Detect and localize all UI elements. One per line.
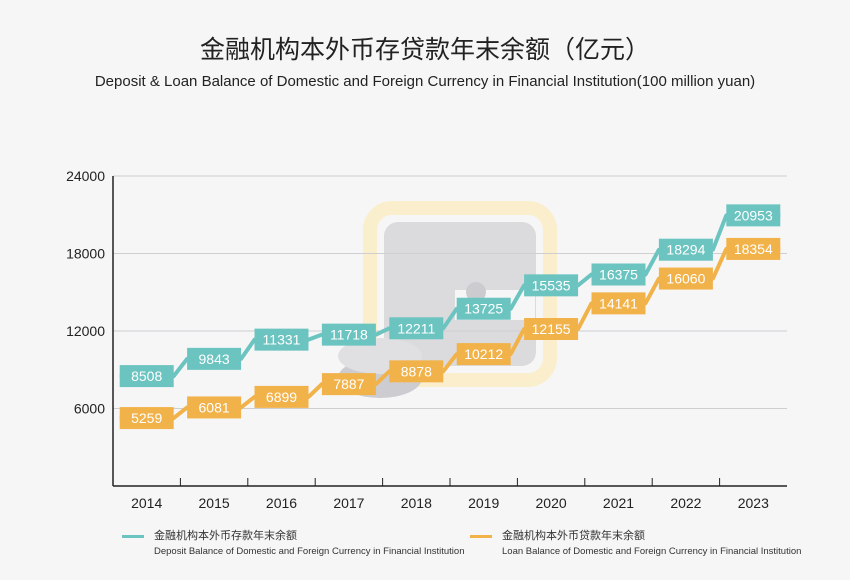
data-box-deposit — [524, 274, 579, 297]
data-label-deposit: 13725 — [464, 301, 503, 317]
x-tick-label: 2020 — [536, 495, 567, 511]
data-box-loan — [119, 407, 174, 430]
x-tick-label: 2023 — [738, 495, 769, 511]
x-tick-label: 2017 — [333, 495, 364, 511]
data-box-loan — [254, 385, 309, 408]
data-box-loan — [389, 360, 444, 383]
data-label-loan: 7887 — [333, 376, 364, 392]
legend-label-deposit-zh: 金融机构本外币存款年末余额 — [154, 529, 297, 542]
data-label-deposit: 8508 — [131, 368, 162, 384]
data-label-deposit: 20953 — [734, 207, 773, 223]
data-label-loan: 8878 — [401, 363, 432, 379]
data-box-loan — [187, 396, 242, 419]
data-box-deposit — [321, 323, 376, 346]
data-label-loan: 5259 — [131, 410, 162, 426]
data-label-deposit: 12211 — [397, 320, 435, 336]
series-line-loan — [119, 246, 781, 421]
y-tick-label: 6000 — [74, 401, 105, 417]
data-box-deposit — [658, 238, 713, 261]
data-label-deposit: 9843 — [199, 351, 230, 367]
data-box-loan — [658, 267, 713, 290]
legend-label-loan-zh: 金融机构本外币贷款年末余额 — [502, 529, 645, 542]
data-box-loan — [726, 237, 781, 260]
y-tick-label: 18000 — [66, 246, 105, 262]
data-label-deposit: 11718 — [330, 327, 368, 343]
x-tick-label: 2015 — [199, 495, 230, 511]
data-box-deposit — [119, 365, 174, 388]
data-box-deposit — [726, 204, 781, 227]
data-box-deposit — [456, 297, 511, 320]
data-box-deposit — [254, 328, 309, 351]
data-box-loan — [524, 317, 579, 340]
data-box-loan — [591, 292, 646, 315]
legend-swatch-loan — [470, 535, 492, 538]
data-box-deposit — [591, 263, 646, 286]
data-label-loan: 12155 — [532, 321, 571, 337]
data-label-deposit: 11331 — [263, 332, 301, 348]
data-label-deposit: 18294 — [666, 242, 705, 258]
series-line-deposit — [119, 213, 781, 379]
data-box-loan — [321, 373, 376, 396]
data-label-loan: 6081 — [199, 399, 230, 415]
data-label-loan: 16060 — [666, 271, 705, 287]
x-tick-label: 2016 — [266, 495, 297, 511]
data-label-deposit: 15535 — [532, 277, 571, 293]
data-label-loan: 6899 — [266, 389, 297, 405]
chart-title: 金融机构本外币存贷款年末余额（亿元） — [199, 35, 650, 64]
y-tick-label: 24000 — [66, 168, 105, 184]
legend-swatch-deposit — [122, 535, 144, 538]
x-tick-label: 2018 — [401, 495, 432, 511]
data-box-deposit — [187, 347, 242, 370]
data-label-deposit: 16375 — [599, 266, 638, 282]
data-label-loan: 10212 — [464, 346, 503, 362]
chart-subtitle: Deposit & Loan Balance of Domestic and F… — [94, 73, 756, 90]
legend-label-loan-en: Loan Balance of Domestic and Foreign Cur… — [502, 546, 802, 557]
x-tick-label: 2019 — [468, 495, 499, 511]
y-tick-label: 12000 — [66, 323, 105, 339]
data-box-deposit — [389, 317, 444, 340]
x-tick-label: 2022 — [670, 495, 701, 511]
x-tick-label: 2021 — [603, 495, 634, 511]
data-label-loan: 18354 — [734, 241, 773, 257]
x-tick-label: 2014 — [131, 495, 162, 511]
data-label-loan: 14141 — [599, 295, 638, 311]
legend-label-deposit-en: Deposit Balance of Domestic and Foreign … — [154, 546, 465, 557]
data-box-loan — [456, 343, 511, 366]
